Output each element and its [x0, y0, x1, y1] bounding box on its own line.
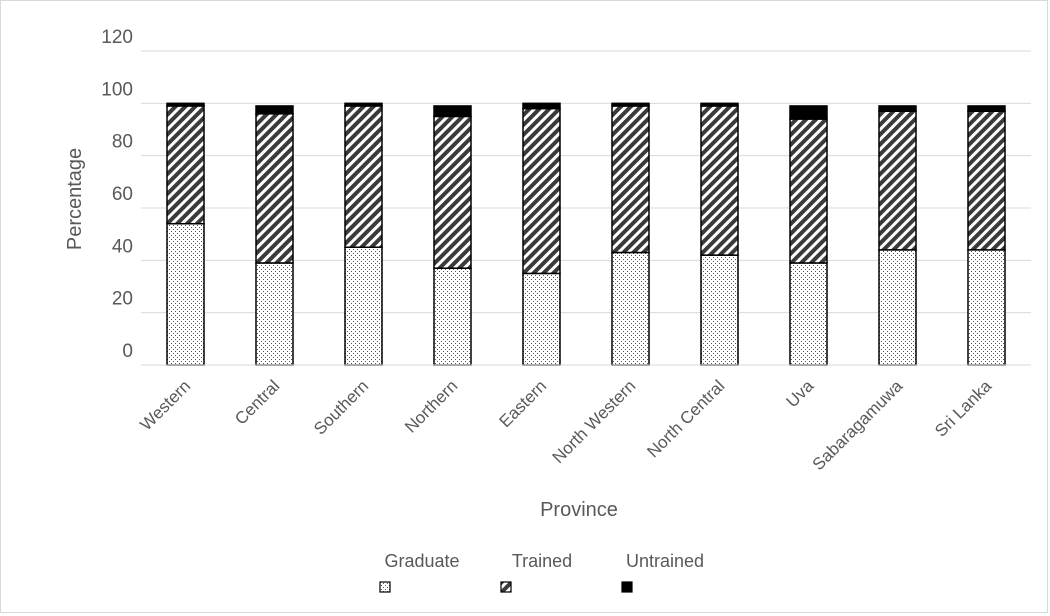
- x-tick-label: Southern: [310, 376, 372, 438]
- bar-segment-graduate: [344, 246, 383, 366]
- bar-segment-trained: [700, 105, 739, 256]
- legend-label-graduate: Graduate: [384, 551, 459, 571]
- bar-segment-untrained: [344, 102, 383, 107]
- bar-segment-untrained: [255, 105, 294, 115]
- y-tick-label: 40: [112, 236, 133, 257]
- bar-segment-trained: [166, 105, 205, 225]
- bar-segment-graduate: [611, 251, 650, 366]
- bar-segment-trained: [255, 113, 294, 264]
- x-tick-label: North Western: [549, 376, 640, 467]
- x-tick-label: Sabaragamuwa: [809, 376, 907, 474]
- bars-group: [166, 102, 1006, 366]
- x-tick-label: Central: [231, 376, 283, 428]
- bar-segment-trained: [433, 115, 472, 269]
- x-tick-label: Eastern: [495, 376, 550, 431]
- y-tick-label: 60: [112, 184, 133, 205]
- bar-segment-graduate: [789, 262, 828, 366]
- bar-segment-trained: [967, 110, 1006, 251]
- legend-swatch-graduate: [379, 581, 391, 593]
- legend-swatch-untrained: [621, 581, 633, 593]
- x-tick-label: North Central: [643, 376, 728, 461]
- bar-segment-untrained: [878, 105, 917, 112]
- legend: Graduate Trained Untrained: [379, 551, 704, 593]
- bar-segment-trained: [522, 107, 561, 275]
- x-tick-label: Uva: [783, 376, 818, 411]
- bar-segment-graduate: [967, 249, 1006, 366]
- bar-segment-trained: [611, 105, 650, 254]
- bar-segment-untrained: [967, 105, 1006, 112]
- y-tick-label: 120: [101, 27, 133, 48]
- bar-segment-graduate: [522, 272, 561, 366]
- x-tick-label: Northern: [401, 376, 461, 436]
- bar-segment-untrained: [700, 102, 739, 107]
- x-tick-label: Sri Lanka: [931, 376, 996, 441]
- y-tick-label: 0: [122, 341, 133, 362]
- y-axis: 0 20 40 60 80 100 120: [101, 27, 133, 362]
- y-tick-label: 20: [112, 289, 133, 310]
- bar-segment-untrained: [166, 102, 205, 107]
- legend-label-untrained: Untrained: [626, 551, 704, 571]
- legend-swatch-trained: [500, 581, 512, 593]
- bar-segment-trained: [344, 105, 383, 248]
- bar-segment-graduate: [166, 222, 205, 366]
- bar-segment-untrained: [522, 102, 561, 110]
- legend-label-trained: Trained: [512, 551, 572, 571]
- y-tick-label: 80: [112, 132, 133, 153]
- x-axis-title: Province: [540, 499, 618, 521]
- bar-segment-untrained: [611, 102, 650, 107]
- x-tick-label: Western: [136, 376, 194, 434]
- y-axis-title: Percentage: [64, 148, 86, 250]
- y-tick-label: 100: [101, 79, 133, 100]
- bar-segment-graduate: [878, 249, 917, 366]
- bar-segment-untrained: [789, 105, 828, 120]
- bar-segment-graduate: [433, 267, 472, 366]
- x-axis: Western Central Southern Northern EasternNor…: [136, 364, 1031, 474]
- bar-segment-trained: [878, 110, 917, 251]
- bar-segment-graduate: [700, 254, 739, 366]
- bar-segment-graduate: [255, 262, 294, 366]
- bar-segment-trained: [789, 118, 828, 264]
- bar-segment-untrained: [433, 105, 472, 118]
